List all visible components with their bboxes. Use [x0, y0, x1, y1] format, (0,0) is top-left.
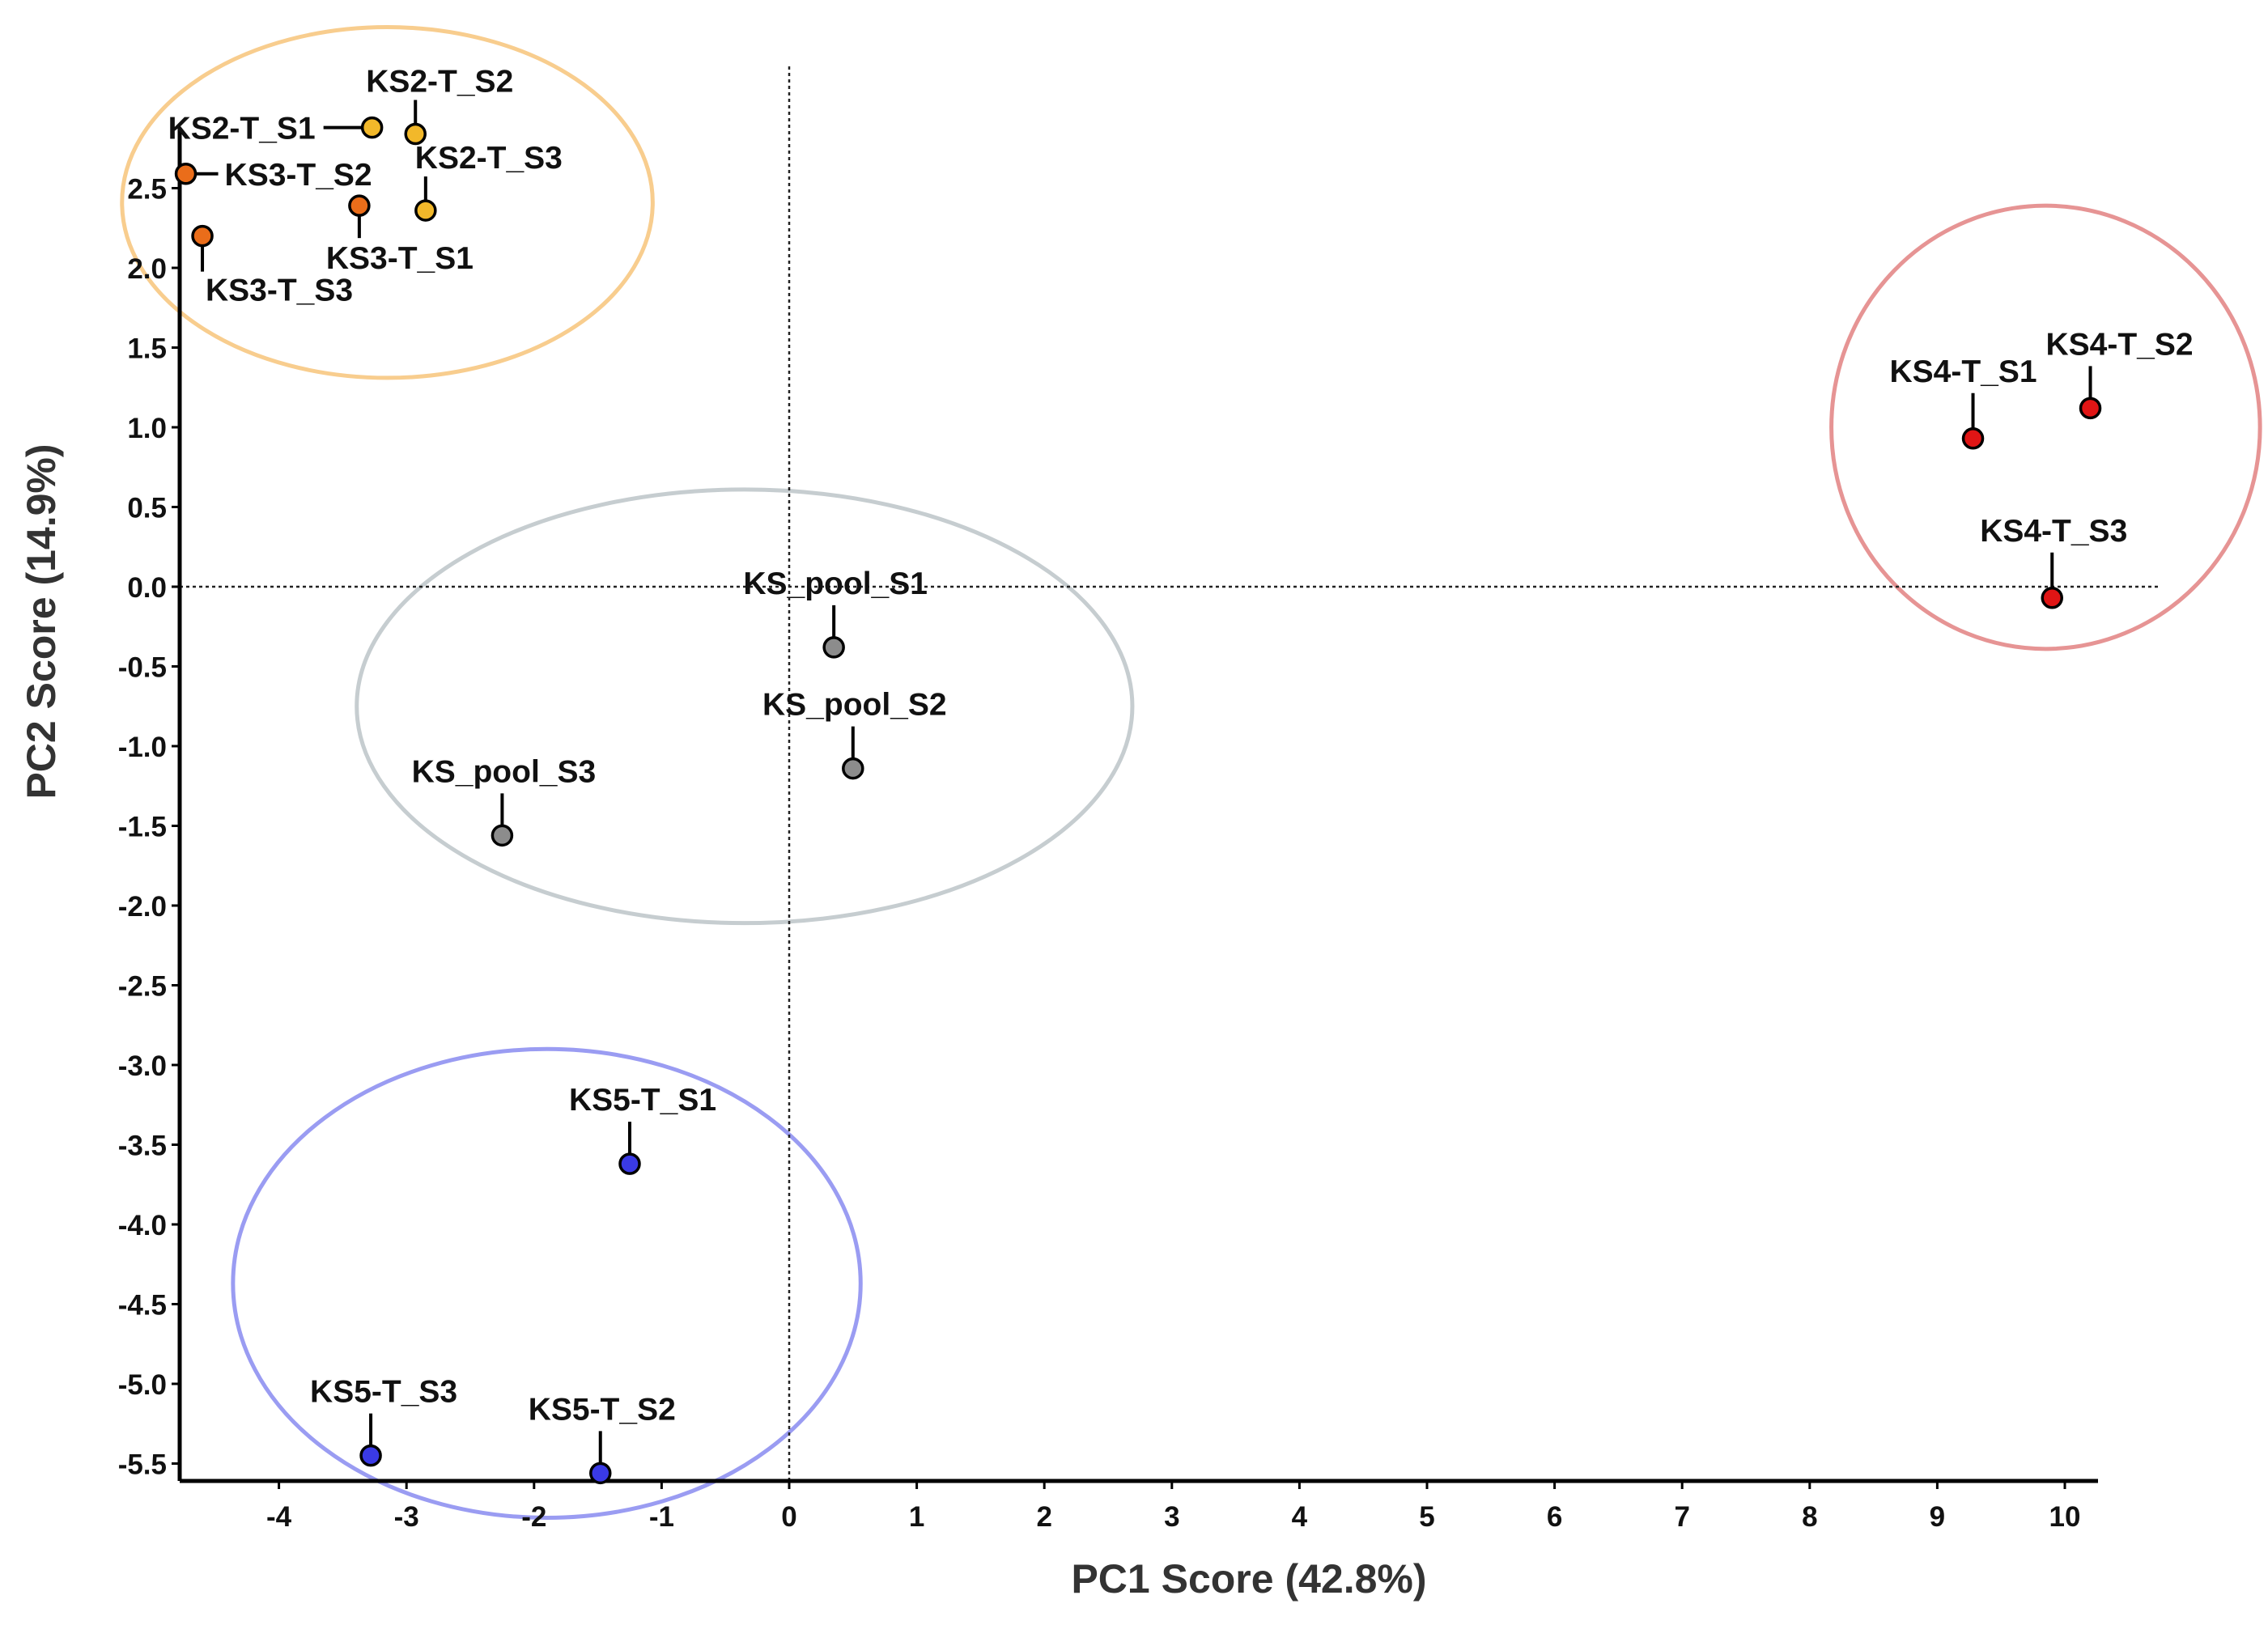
point-label: KS3-T_S3 [206, 274, 353, 308]
x-tick-label: 6 [1547, 1501, 1562, 1533]
x-tick-label: 7 [1674, 1501, 1689, 1533]
y-tick-label: -5.5 [118, 1449, 167, 1481]
y-tick-label: -4.0 [118, 1210, 167, 1241]
y-tick-label: -5.0 [118, 1369, 167, 1401]
point-label: KS4-T_S1 [1889, 354, 2037, 389]
data-point [191, 224, 214, 248]
x-axis-title: PC1 Score (42.8%) [1071, 1556, 1426, 1602]
data-point [589, 1462, 612, 1485]
y-tick-label: -2.5 [118, 971, 167, 1003]
y-tick-label: -3.5 [118, 1131, 167, 1162]
x-tick-label: 8 [1802, 1501, 1817, 1533]
y-tick-label: -1.0 [118, 732, 167, 763]
y-axis-title: PC2 Score (14.9%) [19, 443, 64, 799]
point-label: KS5-T_S3 [310, 1375, 457, 1410]
y-tick-label: -4.5 [118, 1290, 167, 1322]
data-point [360, 116, 384, 139]
point-label: KS4-T_S2 [2045, 327, 2193, 362]
point-ks5-t-s2: KS5-T_S2 [529, 1392, 676, 1485]
x-tick-label: 2 [1036, 1501, 1051, 1533]
data-point [842, 757, 864, 780]
point-label: KS_pool_S3 [412, 754, 597, 789]
point-label: KS_pool_S1 [743, 566, 928, 601]
point-ks-pool-s2: KS_pool_S2 [762, 688, 947, 780]
point-ks3-t-s1: KS3-T_S1 [326, 194, 474, 276]
point-ks2-t-s3: KS2-T_S3 [414, 141, 563, 222]
point-label: KS4-T_S3 [1980, 514, 2127, 549]
point-ks-pool-s3: KS_pool_S3 [412, 754, 597, 847]
point-label: KS2-T_S1 [168, 112, 316, 146]
x-tick-label: 10 [2049, 1501, 2081, 1533]
data-point [1961, 427, 1985, 450]
data-point [404, 122, 427, 146]
point-ks4-t-s3: KS4-T_S3 [1980, 514, 2127, 609]
ellipse-ks5 [231, 1046, 863, 1520]
y-tick-label: -1.5 [118, 812, 167, 843]
point-label: KS3-T_S1 [326, 241, 474, 276]
data-point [348, 194, 371, 217]
y-tick-label: 2.5 [127, 174, 167, 206]
group-ellipses [120, 25, 2262, 1520]
point-ks2-t-s2: KS2-T_S2 [366, 65, 513, 146]
point-ks3-t-s2: KS3-T_S2 [174, 158, 372, 193]
data-points: KS2-T_S1 KS2-T_S2 KS2-T_S3 KS3-T_S1 KS3-T_S2… [168, 65, 2194, 1485]
x-tick-label: -2 [521, 1501, 546, 1533]
point-label: KS5-T_S2 [529, 1392, 676, 1427]
y-tick-label: -3.0 [118, 1050, 167, 1082]
data-point [2079, 397, 2102, 420]
axes [177, 129, 2098, 1483]
data-point [174, 163, 197, 185]
x-tick-label: -4 [266, 1501, 292, 1533]
point-ks2-t-s1: KS2-T_S1 [168, 112, 384, 146]
x-tick-label: 3 [1164, 1501, 1179, 1533]
ellipse-ks4 [1829, 203, 2262, 651]
point-label: KS3-T_S2 [225, 158, 372, 193]
data-point [618, 1152, 641, 1175]
x-tick-label: 5 [1419, 1501, 1434, 1533]
point-label: KS2-T_S2 [366, 65, 513, 100]
x-tick-label: 9 [1930, 1501, 1945, 1533]
y-tick-label: 1.5 [127, 333, 167, 365]
data-point [359, 1444, 382, 1467]
data-point [2041, 587, 2063, 609]
point-ks-pool-s1: KS_pool_S1 [743, 566, 928, 659]
y-tick-label: 2.0 [127, 253, 167, 285]
data-point [491, 824, 514, 847]
point-ks5-t-s3: KS5-T_S3 [310, 1375, 457, 1467]
x-tick-label: 4 [1292, 1501, 1308, 1533]
point-ks4-t-s1: KS4-T_S1 [1889, 354, 2037, 450]
point-ks5-t-s1: KS5-T_S1 [569, 1083, 716, 1175]
y-tick-label: -0.5 [118, 652, 167, 684]
y-tick-label: 0.5 [127, 493, 167, 524]
point-label: KS2-T_S3 [415, 141, 563, 176]
x-tick-label: -3 [394, 1501, 419, 1533]
y-tick-label: -2.0 [118, 891, 167, 923]
point-ks3-t-s3: KS3-T_S3 [191, 224, 353, 308]
point-label: KS_pool_S2 [762, 688, 947, 723]
y-tick-label: 1.0 [127, 413, 167, 444]
data-point [822, 636, 845, 659]
y-tick-label: 0.0 [127, 572, 167, 604]
tick-labels: -4 -3 -2 -1 0 1 2 3 4 5 6 7 8 9 10 2.5 2.0 1.5 1.0 0.5 0.0 -0… [118, 174, 2081, 1534]
x-tick-label: 0 [781, 1501, 796, 1533]
point-label: KS5-T_S1 [569, 1083, 716, 1118]
reference-lines [180, 66, 2160, 1481]
ellipse-pool [355, 487, 1135, 926]
point-ks4-t-s2: KS4-T_S2 [2045, 327, 2194, 420]
data-point [414, 199, 437, 222]
x-tick-label: -1 [649, 1501, 674, 1533]
x-tick-label: 1 [909, 1501, 924, 1533]
ellipse-ks2-ks3 [120, 25, 655, 380]
